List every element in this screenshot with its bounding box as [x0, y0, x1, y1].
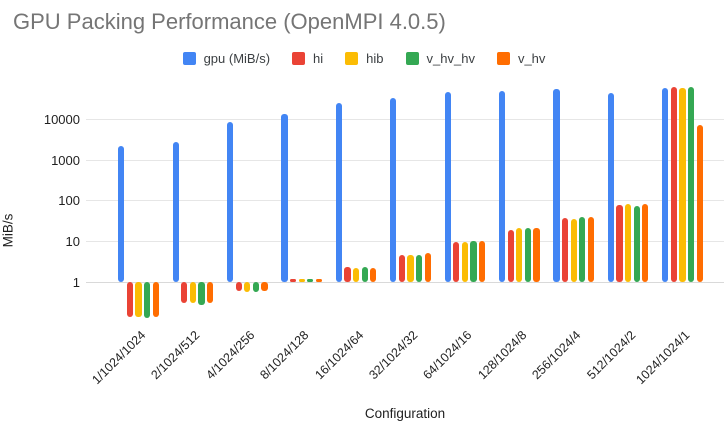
x-tick-label-1024-1024-1: 1024/1024/1 — [633, 328, 693, 388]
bar-v-hv-512-1024-2[interactable] — [642, 204, 649, 282]
bar-hi-8-1024-128[interactable] — [289, 278, 297, 282]
bar-gpu-mib-s-16-1024-64[interactable] — [335, 103, 343, 282]
bar-v-hv-8-1024-128[interactable] — [315, 278, 323, 282]
x-tick-label-1-1024-1024: 1/1024/1024 — [89, 328, 149, 388]
bar-hi-1024-1024-1[interactable] — [670, 87, 678, 282]
legend-swatch-icon — [345, 51, 359, 65]
gridline-10 — [86, 241, 724, 243]
bar-hib-4-1024-256[interactable] — [244, 282, 251, 292]
legend-label: gpu (MiB/s) — [203, 50, 271, 66]
y-tick-label: 1 — [72, 275, 80, 290]
x-tick-label-64-1024-16: 64/1024/16 — [420, 328, 475, 383]
bar-hib-2-1024-512[interactable] — [189, 282, 197, 304]
legend-label: v_hv_hv — [426, 50, 475, 66]
bar-v-hv-128-1024-8[interactable] — [533, 228, 540, 282]
bar-v-hv-hv-16-1024-64[interactable] — [361, 267, 368, 282]
y-tick-label: 10000 — [43, 111, 80, 127]
bar-hib-256-1024-4[interactable] — [570, 218, 577, 282]
bar-gpu-mib-s-4-1024-256[interactable] — [226, 121, 234, 282]
legend-label: hi — [313, 50, 324, 66]
bar-v-hv-hv-64-1024-16[interactable] — [470, 241, 477, 282]
legend-label: hib — [366, 50, 384, 66]
bar-v-hv-64-1024-16[interactable] — [478, 240, 486, 282]
bar-hi-4-1024-256[interactable] — [235, 282, 242, 292]
bar-v-hv-4-1024-256[interactable] — [261, 282, 268, 292]
bar-hi-1-1024-1024[interactable] — [126, 282, 134, 317]
bar-gpu-mib-s-1-1024-1024[interactable] — [118, 145, 125, 282]
bar-hi-512-1024-2[interactable] — [616, 205, 623, 282]
x-tick-label-16-1024-64: 16/1024/64 — [311, 328, 367, 383]
bar-v-hv-16-1024-64[interactable] — [370, 268, 377, 282]
bar-hi-64-1024-16[interactable] — [453, 241, 460, 282]
bar-gpu-mib-s-8-1024-128[interactable] — [281, 114, 288, 282]
x-tick-label-256-1024-4: 256/1024/4 — [529, 328, 584, 383]
bar-v-hv-hv-256-1024-4[interactable] — [579, 216, 586, 282]
bar-v-hv-256-1024-4[interactable] — [587, 217, 595, 282]
x-tick-label-2-1024-512: 2/1024/512 — [148, 328, 203, 383]
bar-hi-256-1024-4[interactable] — [561, 218, 569, 282]
bar-hib-64-1024-16[interactable] — [461, 242, 469, 282]
legend-swatch-icon — [496, 51, 510, 65]
bar-gpu-mib-s-512-1024-2[interactable] — [607, 92, 615, 282]
y-tick-label: 1000 — [51, 152, 80, 168]
bar-v-hv-1024-1024-1[interactable] — [696, 125, 703, 282]
bar-gpu-mib-s-2-1024-512[interactable] — [172, 142, 179, 282]
bar-v-hv-hv-128-1024-8[interactable] — [524, 227, 532, 282]
gridline-1000 — [86, 159, 724, 161]
bar-gpu-mib-s-256-1024-4[interactable] — [553, 88, 560, 282]
x-tick-label-128-1024-8: 128/1024/8 — [475, 328, 530, 383]
bar-hib-1024-1024-1[interactable] — [679, 87, 686, 282]
bar-hib-1-1024-1024[interactable] — [135, 282, 142, 317]
x-tick-label-512-1024-2: 512/1024/2 — [583, 328, 639, 383]
x-tick-label-4-1024-256: 4/1024/256 — [203, 328, 258, 383]
bar-v-hv-2-1024-512[interactable] — [206, 282, 214, 304]
legend-item-hib[interactable]: hib — [345, 50, 384, 66]
bar-hi-2-1024-512[interactable] — [181, 282, 188, 304]
y-tick-label: 100 — [58, 193, 80, 209]
bar-v-hv-1-1024-1024[interactable] — [152, 282, 159, 317]
legend-item-v-hv-hv[interactable]: v_hv_hv — [405, 50, 475, 66]
bar-gpu-mib-s-128-1024-8[interactable] — [498, 90, 506, 282]
y-tick-label: 10 — [65, 234, 80, 250]
bar-v-hv-hv-1-1024-1024[interactable] — [143, 282, 151, 318]
gridline-1 — [86, 282, 724, 283]
x-tick-label-8-1024-128: 8/1024/128 — [257, 328, 312, 383]
bar-hi-32-1024-32[interactable] — [398, 254, 406, 282]
bar-hib-512-1024-2[interactable] — [624, 204, 632, 282]
bar-gpu-mib-s-32-1024-32[interactable] — [390, 98, 397, 282]
bar-hib-16-1024-64[interactable] — [352, 268, 360, 282]
bar-hi-16-1024-64[interactable] — [344, 267, 351, 282]
legend-item-gpu-mib-s[interactable]: gpu (MiB/s) — [182, 50, 271, 66]
legend-item-v-hv[interactable]: v_hv — [496, 50, 546, 66]
chart-title: GPU Packing Performance (OpenMPI 4.0.5) — [13, 9, 446, 34]
legend: gpu (MiB/s) hi hib v_hv_hv v_hv — [0, 49, 728, 67]
bar-v-hv-hv-4-1024-256[interactable] — [252, 282, 260, 292]
bar-hib-8-1024-128[interactable] — [298, 278, 305, 282]
legend-item-hi[interactable]: hi — [292, 51, 323, 66]
gridline-10000 — [86, 118, 724, 120]
bar-v-hv-hv-8-1024-128[interactable] — [307, 278, 314, 282]
bar-v-hv-hv-2-1024-512[interactable] — [198, 282, 205, 306]
legend-swatch-icon — [405, 51, 419, 65]
bar-gpu-mib-s-64-1024-16[interactable] — [444, 91, 451, 282]
legend-label: v_hv — [517, 50, 546, 66]
bar-hi-128-1024-8[interactable] — [507, 229, 514, 282]
x-axis-title: Configuration — [364, 406, 446, 421]
bar-v-hv-hv-512-1024-2[interactable] — [633, 205, 640, 282]
bar-v-hv-32-1024-32[interactable] — [424, 253, 431, 282]
bar-v-hv-hv-1024-1024-1[interactable] — [687, 87, 695, 282]
bar-v-hv-hv-32-1024-32[interactable] — [415, 254, 423, 282]
gridline-100 — [86, 200, 724, 202]
x-tick-label-32-1024-32: 32/1024/32 — [366, 328, 421, 383]
bar-hib-32-1024-32[interactable] — [407, 255, 414, 282]
bar-gpu-mib-s-1024-1024-1[interactable] — [662, 87, 669, 282]
legend-swatch-icon — [182, 51, 196, 65]
bar-hib-128-1024-8[interactable] — [516, 228, 523, 282]
legend-swatch-icon — [292, 51, 306, 65]
